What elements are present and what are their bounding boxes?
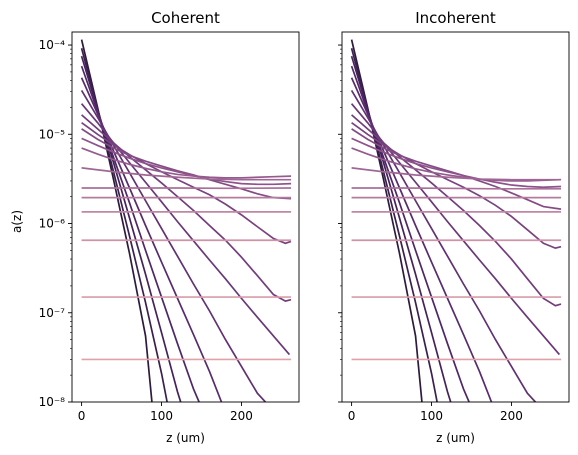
incoherent-x-tick-label: 100 (420, 409, 443, 423)
coherent-x-tick-label: 200 (230, 409, 253, 423)
coherent-y-tick-label: 10⁻⁷ (39, 306, 66, 320)
coherent-title: Coherent (151, 9, 220, 27)
incoherent-panel: Incoherent z (um) 0 100 200 (338, 9, 570, 445)
incoherent-series-line-14 (351, 187, 562, 190)
coherent-y-tick-label: 10⁻⁶ (39, 217, 66, 231)
coherent-series-line-13 (81, 167, 292, 181)
coherent-x-tick-label: 0 (78, 409, 86, 423)
coherent-xlabel: z (um) (166, 431, 205, 445)
coherent-series-line-9 (81, 121, 292, 245)
incoherent-series-line-12 (351, 147, 562, 182)
coherent-series-group (80, 39, 292, 402)
incoherent-series-line-11 (351, 137, 562, 189)
coherent-y-tick-label: 10⁻⁸ (39, 395, 66, 409)
coherent-y-tick-label: 10⁻⁵ (39, 127, 66, 141)
incoherent-series-line-13 (351, 167, 562, 181)
coherent-series-line-11 (81, 137, 292, 186)
coherent-y-tick-label: 10⁻⁴ (39, 38, 66, 52)
incoherent-x-tick-label: 200 (500, 409, 523, 423)
incoherent-x-tick-label: 0 (348, 409, 356, 423)
incoherent-axes-frame (341, 31, 570, 403)
coherent-ylabel: a(z) (10, 210, 24, 233)
incoherent-xlabel: z (um) (436, 431, 475, 445)
incoherent-series-line-9 (351, 121, 562, 250)
coherent-series-line-12 (81, 147, 292, 179)
coherent-x-tick-label: 100 (150, 409, 173, 423)
coherent-panel: Coherent z (um) a(z) 0 100 200 10⁻⁸ 10⁻⁷ 10⁻⁶… (10, 9, 300, 445)
incoherent-series-group (350, 39, 562, 402)
coherent-axes-frame (71, 31, 300, 403)
incoherent-title: Incoherent (415, 9, 496, 27)
